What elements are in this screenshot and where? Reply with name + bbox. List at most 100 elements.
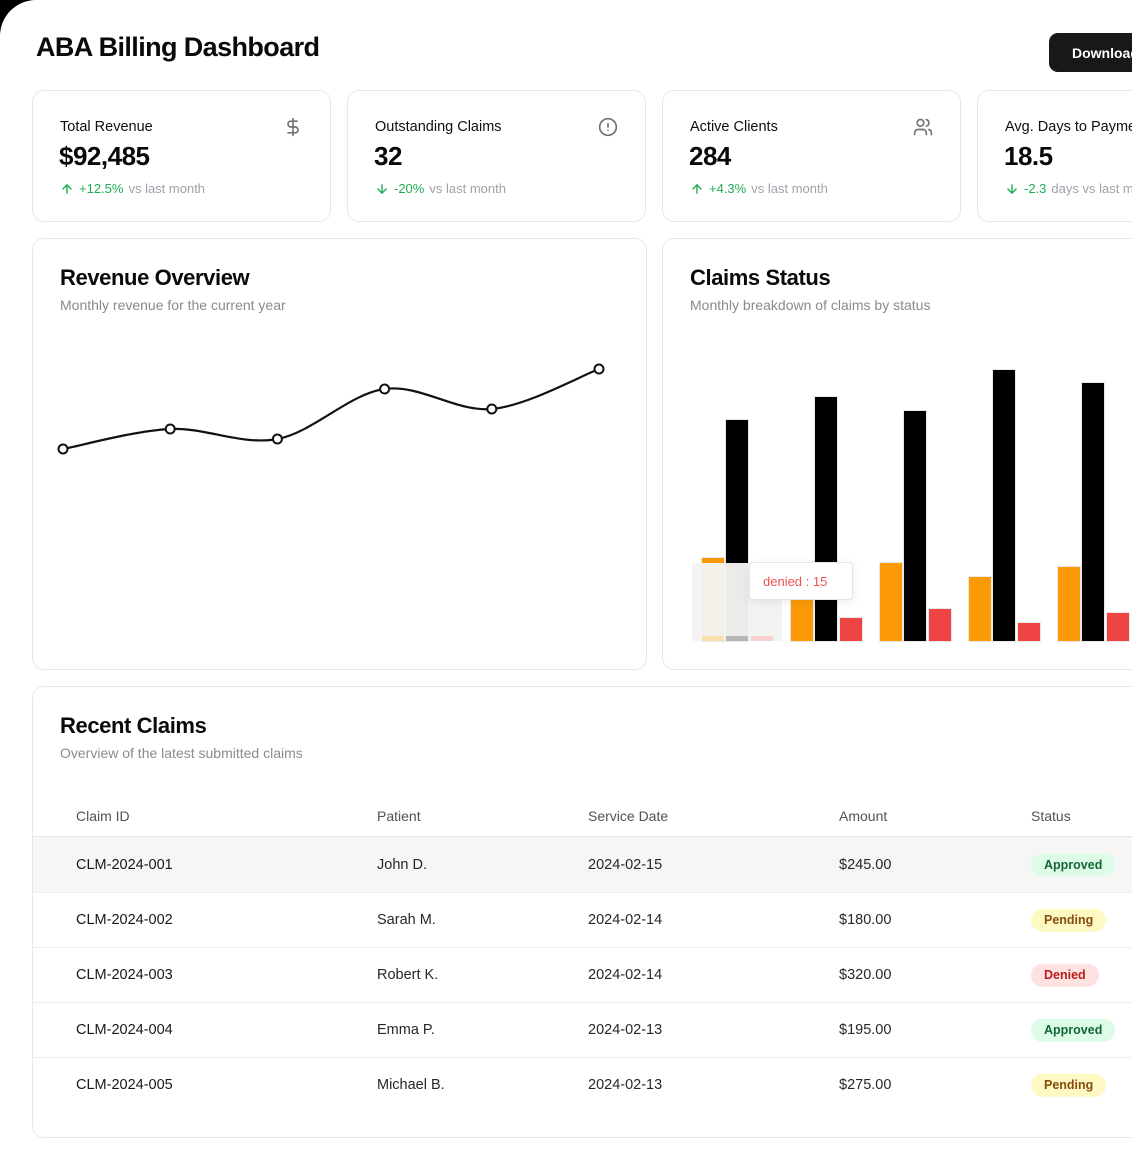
trend-value: -2.3 xyxy=(1024,181,1047,196)
cell-service-date: 2024-02-13 xyxy=(588,1022,663,1038)
revenue-point-5[interactable] xyxy=(593,363,605,375)
cell-amount: $275.00 xyxy=(839,1077,892,1093)
claims-chart-title: Claims Status xyxy=(690,265,831,290)
download-button[interactable]: Download xyxy=(1049,33,1132,72)
stat-trend: +4.3% vs last month xyxy=(690,181,828,196)
bar-stub-pending xyxy=(702,636,724,641)
table-row-CLM-2024-001[interactable]: CLM-2024-001 John D. 2024-02-15 $245.00 … xyxy=(33,837,1132,892)
column-header-claim-id[interactable]: Claim ID xyxy=(76,807,130,824)
table-body: CLM-2024-001 John D. 2024-02-15 $245.00 … xyxy=(33,837,1132,1112)
revenue-point-4[interactable] xyxy=(486,403,498,415)
table-row-CLM-2024-005[interactable]: CLM-2024-005 Michael B. 2024-02-13 $275.… xyxy=(33,1057,1132,1112)
claims-table: Claim ID Patient Service Date Amount Sta… xyxy=(33,795,1132,1112)
table-header-row: Claim ID Patient Service Date Amount Sta… xyxy=(33,795,1132,837)
bar-denied-3[interactable] xyxy=(1018,622,1040,641)
status-badge: Pending xyxy=(1031,1073,1107,1097)
bar-approved-3[interactable] xyxy=(993,369,1015,641)
revenue-point-3[interactable] xyxy=(379,383,391,395)
bar-pending-1[interactable] xyxy=(791,599,813,641)
trend-suffix: vs last month xyxy=(128,181,206,196)
stat-card-1: Outstanding Claims 32 -20% vs last month xyxy=(347,90,646,222)
cell-amount: $320.00 xyxy=(839,967,892,983)
claims-status-card: Claims Status Monthly breakdown of claim… xyxy=(662,238,1132,670)
bar-pending-3[interactable] xyxy=(969,576,991,641)
cell-patient: John D. xyxy=(377,856,427,873)
chart-tooltip: denied : 15 xyxy=(749,562,853,600)
cell-claim-id: CLM-2024-002 xyxy=(76,912,173,928)
trend-value: +4.3% xyxy=(709,181,747,196)
status-badge: Denied xyxy=(1031,963,1099,987)
page-title: ABA Billing Dashboard xyxy=(36,32,320,62)
cell-amount: $245.00 xyxy=(839,856,892,873)
cell-patient: Robert K. xyxy=(377,967,439,983)
revenue-chart-title: Revenue Overview xyxy=(60,265,250,290)
stat-card-2: Active Clients 284 +4.3% vs last month xyxy=(662,90,961,222)
revenue-line-chart[interactable] xyxy=(33,239,648,671)
cell-service-date: 2024-02-14 xyxy=(588,967,663,983)
stat-value: 32 xyxy=(374,141,402,171)
revenue-point-1[interactable] xyxy=(164,423,176,435)
bar-approved-4[interactable] xyxy=(1082,383,1104,641)
bar-denied-1[interactable] xyxy=(840,618,862,641)
revenue-point-0[interactable] xyxy=(57,443,69,455)
revenue-point-2[interactable] xyxy=(271,433,283,445)
recent-claims-subtitle: Overview of the latest submitted claims xyxy=(60,745,303,761)
bar-pending-4[interactable] xyxy=(1058,567,1080,641)
status-badge: Approved xyxy=(1031,853,1116,876)
column-header-service-date[interactable]: Service Date xyxy=(588,807,669,824)
bar-approved-1[interactable] xyxy=(815,397,837,641)
revenue-chart-subtitle: Monthly revenue for the current year xyxy=(60,297,286,313)
cell-status: Denied xyxy=(1031,963,1099,987)
trend-value: +12.5% xyxy=(79,181,124,196)
arrow-down-icon xyxy=(1005,182,1019,196)
trend-suffix: vs last month xyxy=(429,181,506,196)
cell-claim-id: CLM-2024-004 xyxy=(76,1022,173,1038)
bar-approved-2[interactable] xyxy=(904,411,926,641)
arrow-down-icon xyxy=(375,182,389,196)
table-row-CLM-2024-004[interactable]: CLM-2024-004 Emma P. 2024-02-13 $195.00 … xyxy=(33,1002,1132,1057)
cell-status: Approved xyxy=(1031,853,1116,876)
stat-value: 18.5 xyxy=(1004,141,1053,171)
cell-claim-id: CLM-2024-005 xyxy=(76,1077,173,1093)
trend-suffix: days vs last month xyxy=(1051,181,1132,196)
recent-claims-title: Recent Claims xyxy=(60,713,207,738)
column-header-patient[interactable]: Patient xyxy=(377,807,421,824)
stat-label: Total Revenue xyxy=(60,119,153,135)
bar-stub-approved xyxy=(726,636,748,641)
stat-trend: -2.3 days vs last month xyxy=(1005,181,1132,196)
stat-card-0: Total Revenue $92,485 +12.5% vs last mon… xyxy=(32,90,331,222)
trend-suffix: vs last month xyxy=(751,181,828,196)
recent-claims-card: Recent Claims Overview of the latest sub… xyxy=(32,686,1132,1138)
users-icon xyxy=(913,117,933,137)
status-badge: Pending xyxy=(1031,908,1107,932)
claims-chart-subtitle: Monthly breakdown of claims by status xyxy=(690,297,931,313)
cell-status: Pending xyxy=(1031,908,1107,932)
cell-claim-id: CLM-2024-003 xyxy=(76,967,173,983)
cell-amount: $180.00 xyxy=(839,912,892,928)
table-row-CLM-2024-003[interactable]: CLM-2024-003 Robert K. 2024-02-14 $320.0… xyxy=(33,947,1132,1002)
table-row-CLM-2024-002[interactable]: CLM-2024-002 Sarah M. 2024-02-14 $180.00… xyxy=(33,892,1132,947)
column-header-amount[interactable]: Amount xyxy=(839,807,888,824)
cell-service-date: 2024-02-15 xyxy=(588,856,663,873)
column-header-status[interactable]: Status xyxy=(1031,807,1071,824)
stat-label: Avg. Days to Payment xyxy=(1005,119,1132,135)
stat-value: $92,485 xyxy=(59,141,150,171)
arrow-up-icon xyxy=(690,182,704,196)
cell-patient: Sarah M. xyxy=(377,912,436,928)
bar-denied-4[interactable] xyxy=(1107,613,1129,641)
bar-pending-2[interactable] xyxy=(880,562,902,641)
cell-patient: Michael B. xyxy=(377,1077,445,1093)
bar-stub-denied xyxy=(751,636,773,641)
arrow-up-icon xyxy=(60,182,74,196)
bar-denied-2[interactable] xyxy=(929,608,951,641)
cell-status: Approved xyxy=(1031,1018,1116,1042)
stat-trend: -20% vs last month xyxy=(375,181,506,196)
cell-claim-id: CLM-2024-001 xyxy=(76,856,173,873)
stat-label: Active Clients xyxy=(690,119,778,135)
dollar-sign-icon xyxy=(283,117,303,137)
cell-patient: Emma P. xyxy=(377,1022,435,1038)
claims-bar-chart[interactable] xyxy=(663,239,1132,669)
cell-service-date: 2024-02-14 xyxy=(588,912,663,928)
